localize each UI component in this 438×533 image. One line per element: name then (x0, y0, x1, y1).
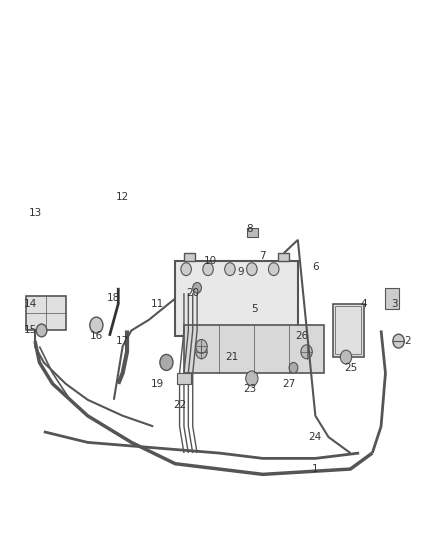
Circle shape (193, 282, 201, 293)
Bar (333, 304, 364, 357)
Bar (177, 373, 191, 384)
Text: 23: 23 (243, 384, 256, 394)
Bar (335, 306, 361, 354)
Text: 26: 26 (296, 331, 309, 341)
Bar (184, 253, 195, 261)
Circle shape (268, 263, 279, 276)
Bar (385, 288, 399, 309)
Text: 14: 14 (24, 299, 37, 309)
Text: 20: 20 (186, 288, 199, 298)
Circle shape (203, 263, 213, 276)
Circle shape (393, 334, 404, 348)
Bar (26, 296, 66, 330)
Text: 17: 17 (116, 336, 129, 346)
Text: 8: 8 (246, 224, 253, 234)
Text: 13: 13 (28, 208, 42, 218)
Bar (175, 261, 298, 336)
Circle shape (289, 362, 298, 373)
Text: 6: 6 (312, 262, 319, 271)
Text: 21: 21 (226, 352, 239, 362)
Text: 9: 9 (237, 267, 244, 277)
Bar (247, 228, 258, 237)
Text: 24: 24 (309, 432, 322, 442)
Text: 7: 7 (259, 251, 266, 261)
Bar (184, 325, 324, 373)
Text: 15: 15 (24, 326, 37, 335)
Bar (278, 253, 289, 261)
Text: 10: 10 (204, 256, 217, 266)
Circle shape (225, 263, 235, 276)
Circle shape (301, 345, 312, 359)
Text: 12: 12 (116, 192, 129, 202)
Circle shape (196, 345, 207, 359)
Text: 1: 1 (312, 464, 319, 474)
Text: 27: 27 (283, 379, 296, 389)
Circle shape (90, 317, 103, 333)
Text: 22: 22 (173, 400, 186, 410)
Text: 3: 3 (391, 299, 398, 309)
Circle shape (196, 340, 207, 353)
Circle shape (246, 371, 258, 386)
Circle shape (181, 263, 191, 276)
Text: 18: 18 (107, 294, 120, 303)
Circle shape (36, 324, 47, 337)
Text: 16: 16 (90, 331, 103, 341)
Text: 19: 19 (151, 379, 164, 389)
Text: 5: 5 (251, 304, 258, 314)
Text: 4: 4 (360, 299, 367, 309)
Text: 25: 25 (344, 363, 357, 373)
Circle shape (160, 354, 173, 370)
Text: 11: 11 (151, 299, 164, 309)
Text: 2: 2 (404, 336, 411, 346)
Circle shape (340, 350, 352, 364)
Circle shape (247, 263, 257, 276)
